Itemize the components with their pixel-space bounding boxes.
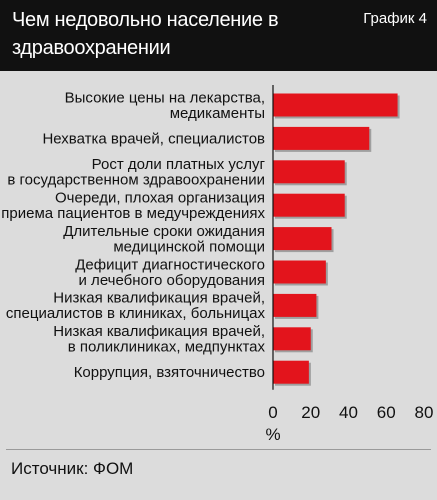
category-label-8: Низкая квалификация врачей, в поликлиника… <box>53 323 265 356</box>
category-label-line: Коррупция, взяточничество <box>74 364 265 381</box>
bar-5 <box>273 227 332 251</box>
x-axis: 0 20 40 60 80% <box>265 85 433 444</box>
category-label-line: приема пациентов в медучреждениях <box>1 205 265 222</box>
category-label-line: Низкая квалификация врачей, <box>53 290 265 307</box>
chart-number-badge: График 4 <box>363 10 427 27</box>
category-label-line: Высокие цены на лекарства, <box>65 89 265 106</box>
category-label-line: и лечебного оборудования <box>79 272 265 289</box>
footer-divider <box>6 449 431 450</box>
category-label-2: Нехватка врачей, специалистов <box>42 130 265 147</box>
x-tick-label: 80 <box>415 403 434 422</box>
category-label-3: Рост доли платных услуг в государственном… <box>7 156 265 189</box>
bar-7 <box>273 293 317 317</box>
category-label-line: Рост доли платных услуг <box>92 156 266 173</box>
category-label-9: Коррупция, взяточничество <box>74 364 265 381</box>
category-label-line: в поликлиниках, медпунктах <box>68 339 266 356</box>
category-label-line: Длительные сроки ожидания <box>63 223 265 240</box>
category-label-line: медицинской помощи <box>113 238 265 255</box>
category-label-4: Очереди, плохая организация приема пациен… <box>1 189 265 222</box>
bar-3 <box>273 160 345 184</box>
bar-1 <box>273 93 398 117</box>
category-label-line: в государственном здравоохранении <box>7 172 265 189</box>
category-label-line: Нехватка врачей, специалистов <box>42 130 265 147</box>
x-tick-label: 40 <box>339 403 358 422</box>
category-label-line: медикаменты <box>170 105 265 122</box>
bar-8 <box>273 327 311 351</box>
category-label-line: Очереди, плохая организация <box>55 189 265 206</box>
category-label-1: Высокие цены на лекарства, медикаменты <box>65 89 265 122</box>
category-labels: Высокие цены на лекарства, медикаменты Нех… <box>1 89 265 381</box>
x-tick-label: 0 <box>268 403 277 422</box>
category-label-6: Дефицит диагностического и лечебного обор… <box>75 256 265 289</box>
x-axis-unit-label: % <box>265 425 280 444</box>
chart-title: Чем недовольно население в здравоохранен… <box>12 9 279 59</box>
category-label-7: Низкая квалификация врачей, специалистов … <box>6 290 266 323</box>
bar-chart: Высокие цены на лекарства, медикаменты Нех… <box>1 85 433 444</box>
x-tick-label: 20 <box>301 403 320 422</box>
category-label-line: Низкая квалификация врачей, <box>53 323 265 340</box>
x-tick-label: 60 <box>377 403 396 422</box>
bar-2 <box>273 126 370 150</box>
category-label-5: Длительные сроки ожидания медицинской пом… <box>63 223 265 256</box>
chart-header: Чем недовольно население в здравоохранен… <box>0 0 437 71</box>
category-label-line: Дефицит диагностического <box>75 256 265 273</box>
category-label-line: специалистов в клиниках, больницах <box>6 305 266 322</box>
bar-6 <box>273 260 326 284</box>
source-note: Источник: ФОМ <box>11 459 134 478</box>
bar-9 <box>273 360 309 384</box>
bars <box>273 93 400 386</box>
bar-4 <box>273 193 345 217</box>
